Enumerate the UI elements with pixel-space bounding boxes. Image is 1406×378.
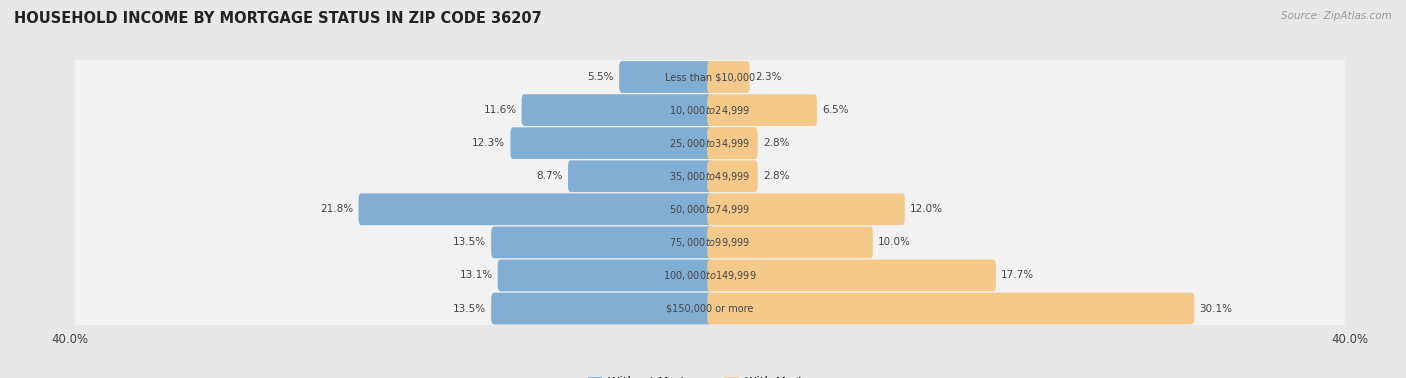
- Text: 17.7%: 17.7%: [1001, 271, 1035, 280]
- FancyBboxPatch shape: [491, 293, 713, 324]
- Text: HOUSEHOLD INCOME BY MORTGAGE STATUS IN ZIP CODE 36207: HOUSEHOLD INCOME BY MORTGAGE STATUS IN Z…: [14, 11, 541, 26]
- Text: 30.1%: 30.1%: [1199, 304, 1233, 313]
- Text: 13.1%: 13.1%: [460, 271, 492, 280]
- Text: 11.6%: 11.6%: [484, 105, 516, 115]
- FancyBboxPatch shape: [359, 194, 713, 225]
- Text: Source: ZipAtlas.com: Source: ZipAtlas.com: [1281, 11, 1392, 21]
- Text: 2.8%: 2.8%: [763, 138, 789, 148]
- FancyBboxPatch shape: [75, 85, 1346, 135]
- FancyBboxPatch shape: [510, 127, 713, 159]
- Text: 2.8%: 2.8%: [763, 171, 789, 181]
- Text: 6.5%: 6.5%: [823, 105, 848, 115]
- Text: 5.5%: 5.5%: [588, 72, 614, 82]
- Text: 8.7%: 8.7%: [537, 171, 562, 181]
- Text: $100,000 to $149,999: $100,000 to $149,999: [664, 269, 756, 282]
- Legend: Without Mortgage, With Mortgage: Without Mortgage, With Mortgage: [583, 371, 837, 378]
- Text: Less than $10,000: Less than $10,000: [665, 72, 755, 82]
- Text: $75,000 to $99,999: $75,000 to $99,999: [669, 236, 751, 249]
- FancyBboxPatch shape: [75, 251, 1346, 300]
- FancyBboxPatch shape: [707, 293, 1194, 324]
- Text: 12.3%: 12.3%: [472, 138, 505, 148]
- FancyBboxPatch shape: [75, 184, 1346, 234]
- FancyBboxPatch shape: [707, 160, 758, 192]
- FancyBboxPatch shape: [491, 226, 713, 258]
- Text: $50,000 to $74,999: $50,000 to $74,999: [669, 203, 751, 216]
- FancyBboxPatch shape: [75, 218, 1346, 267]
- FancyBboxPatch shape: [619, 61, 713, 93]
- FancyBboxPatch shape: [707, 194, 905, 225]
- Text: $10,000 to $24,999: $10,000 to $24,999: [669, 104, 751, 116]
- FancyBboxPatch shape: [707, 61, 749, 93]
- Text: 10.0%: 10.0%: [877, 237, 911, 247]
- Text: 12.0%: 12.0%: [910, 204, 943, 214]
- FancyBboxPatch shape: [75, 284, 1346, 333]
- Text: 13.5%: 13.5%: [453, 237, 486, 247]
- FancyBboxPatch shape: [707, 94, 817, 126]
- FancyBboxPatch shape: [75, 152, 1346, 201]
- FancyBboxPatch shape: [707, 127, 758, 159]
- FancyBboxPatch shape: [707, 226, 873, 258]
- Text: $150,000 or more: $150,000 or more: [666, 304, 754, 313]
- Text: 21.8%: 21.8%: [321, 204, 353, 214]
- Text: 13.5%: 13.5%: [453, 304, 486, 313]
- Text: $35,000 to $49,999: $35,000 to $49,999: [669, 170, 751, 183]
- FancyBboxPatch shape: [498, 260, 713, 291]
- FancyBboxPatch shape: [568, 160, 713, 192]
- Text: $25,000 to $34,999: $25,000 to $34,999: [669, 137, 751, 150]
- FancyBboxPatch shape: [75, 118, 1346, 168]
- FancyBboxPatch shape: [707, 260, 995, 291]
- FancyBboxPatch shape: [522, 94, 713, 126]
- Text: 2.3%: 2.3%: [755, 72, 782, 82]
- FancyBboxPatch shape: [75, 52, 1346, 102]
